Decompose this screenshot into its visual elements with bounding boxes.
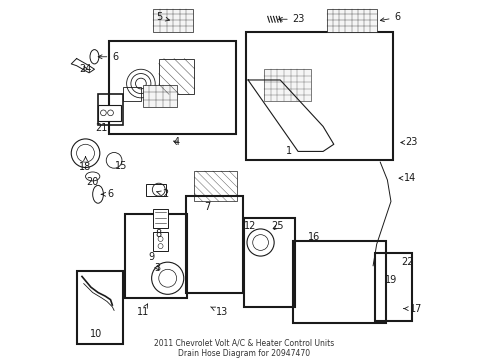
Text: 18: 18 [79,157,91,172]
Text: 11: 11 [136,304,148,317]
Text: 23: 23 [278,14,305,24]
Text: 7: 7 [203,202,210,212]
Bar [264,69,310,102]
Bar [108,41,235,134]
Bar [326,9,376,32]
Bar [153,9,192,32]
Text: 22: 22 [401,257,413,267]
Text: 13: 13 [210,307,228,317]
Text: 24: 24 [79,64,92,74]
Bar [98,94,123,125]
Text: 20: 20 [86,177,99,187]
Text: 17: 17 [403,303,421,314]
Bar [153,232,167,251]
Text: 8: 8 [155,229,162,239]
Text: 10: 10 [90,329,102,339]
Text: 16: 16 [307,232,320,242]
Bar [142,85,176,107]
Text: 4: 4 [173,138,179,148]
Text: 6: 6 [101,189,113,199]
Text: 23: 23 [400,138,417,148]
Text: 1: 1 [285,146,292,156]
Bar [185,196,242,293]
Bar [77,271,123,344]
Bar [374,253,411,321]
Text: 3: 3 [154,262,160,273]
Text: 5: 5 [156,13,169,22]
Text: 19: 19 [384,275,396,285]
Text: 6: 6 [98,52,118,62]
Text: 14: 14 [398,173,415,183]
Bar [123,87,141,102]
Bar [292,241,385,323]
Bar [146,184,165,196]
Text: 15: 15 [115,161,127,171]
Text: 21: 21 [95,123,107,133]
Text: 25: 25 [271,221,283,231]
Text: 12: 12 [243,221,256,231]
Bar [98,105,121,121]
Bar [194,171,237,202]
Bar [124,214,187,298]
Text: 2: 2 [156,189,168,199]
Bar [159,59,194,94]
Bar [246,32,392,160]
Bar [153,208,167,228]
Text: 9: 9 [148,252,154,262]
Text: 2011 Chevrolet Volt A/C & Heater Control Units
Drain Hose Diagram for 20947470: 2011 Chevrolet Volt A/C & Heater Control… [154,339,334,358]
Bar [244,217,294,307]
Text: 6: 6 [380,13,400,22]
